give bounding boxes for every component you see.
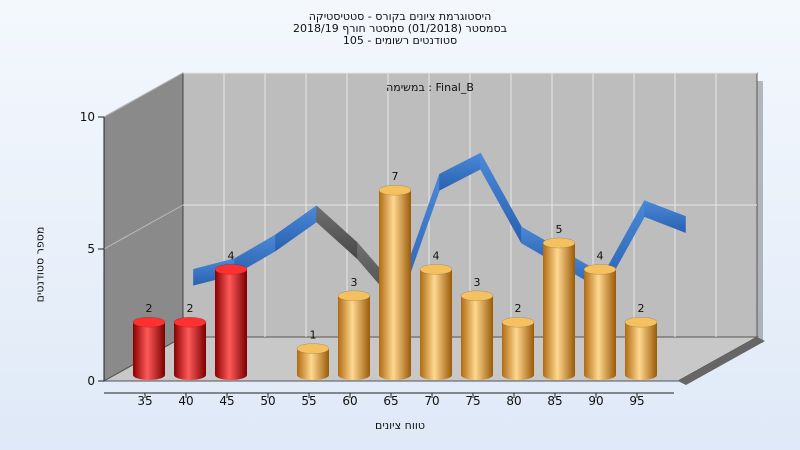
x-tick-label: 65 <box>383 394 398 408</box>
x-tick-label: 35 <box>137 394 152 408</box>
histogram-bar: 1 <box>296 329 330 380</box>
floor-edge <box>678 337 765 385</box>
y-axis-label: מספר סטודנטים <box>33 226 47 303</box>
bar-top <box>132 316 166 328</box>
bar-body <box>215 269 247 380</box>
bar-body <box>584 269 616 380</box>
bar-top <box>296 343 330 354</box>
bar-top <box>419 264 453 275</box>
y-tick-label: 10 <box>80 110 95 124</box>
x-tick-label: 75 <box>465 394 480 408</box>
histogram-bar: 2 <box>173 302 207 380</box>
histogram-bar: 2 <box>501 302 535 380</box>
chart-caption: במשימה : Final_B <box>386 81 474 94</box>
bar-body <box>461 295 493 380</box>
y-tick-label: 0 <box>87 374 95 388</box>
histogram-bar: 4 <box>583 249 617 380</box>
bar-top <box>501 316 535 328</box>
bar-value-label: 2 <box>146 302 153 315</box>
x-tick-label: 85 <box>547 394 562 408</box>
x-tick-label: 50 <box>260 394 275 408</box>
bar-top <box>542 237 576 249</box>
histogram-bar: 3 <box>460 276 494 380</box>
x-axis-label: טווח ציונים <box>375 419 425 432</box>
x-tick-label: 40 <box>178 394 193 408</box>
bar-body <box>420 269 452 380</box>
bar-value-label: 3 <box>474 276 481 289</box>
bar-top <box>337 290 371 302</box>
bar-value-label: 5 <box>556 223 563 236</box>
chart-title-line-1: היסטוגרמת ציונים בקורס - סטטיסטיקה <box>308 10 492 23</box>
trend-ribbon-segment <box>644 200 686 233</box>
grid-line-side <box>103 204 184 250</box>
y-tick-label: 5 <box>87 242 95 256</box>
bar-top <box>214 264 248 275</box>
histogram-bar: 4 <box>214 249 248 380</box>
x-tick-label: 90 <box>588 394 603 408</box>
bar-top <box>624 316 658 328</box>
bar-value-label: 4 <box>228 249 235 262</box>
bar-value-label: 2 <box>187 302 194 315</box>
bar-body <box>133 322 165 380</box>
histogram-bar: 3 <box>337 276 371 380</box>
bar-top <box>460 290 494 302</box>
bar-body <box>502 322 534 380</box>
x-tick-label: 45 <box>219 394 234 408</box>
bar-value-label: 2 <box>515 302 522 315</box>
chart-title-line-3: סטודנטים רשומים - 105 <box>342 34 458 47</box>
bar-body <box>297 348 329 380</box>
x-tick-label: 80 <box>506 394 521 408</box>
histogram-bar: 4 <box>419 249 453 380</box>
x-tick-label: 95 <box>629 394 644 408</box>
histogram-bar: 7 <box>378 170 412 380</box>
grid-line-side <box>103 72 184 118</box>
bar-body <box>379 190 411 380</box>
histogram-bar: 2 <box>132 302 166 380</box>
x-tick-label: 55 <box>301 394 316 408</box>
bar-body <box>174 322 206 380</box>
bar-top <box>173 316 207 328</box>
bar-body <box>543 243 575 380</box>
bar-top <box>378 184 412 196</box>
bar-value-label: 1 <box>310 329 317 342</box>
x-tick-label: 70 <box>424 394 439 408</box>
bar-value-label: 4 <box>597 249 604 262</box>
bar-value-label: 2 <box>638 302 645 315</box>
bar-body <box>625 322 657 380</box>
bar-top <box>583 264 617 275</box>
bar-value-label: 7 <box>392 170 399 183</box>
histogram-bar: 5 <box>542 223 576 380</box>
chart-title-line-2: בסמסטר (01/2018) סמסטר חורף 2018/19 <box>293 22 507 35</box>
x-tick-label: 60 <box>342 394 357 408</box>
bar-value-label: 3 <box>351 276 358 289</box>
bar-body <box>338 295 370 380</box>
bar-value-label: 4 <box>433 249 440 262</box>
histogram-bar: 2 <box>624 302 658 380</box>
